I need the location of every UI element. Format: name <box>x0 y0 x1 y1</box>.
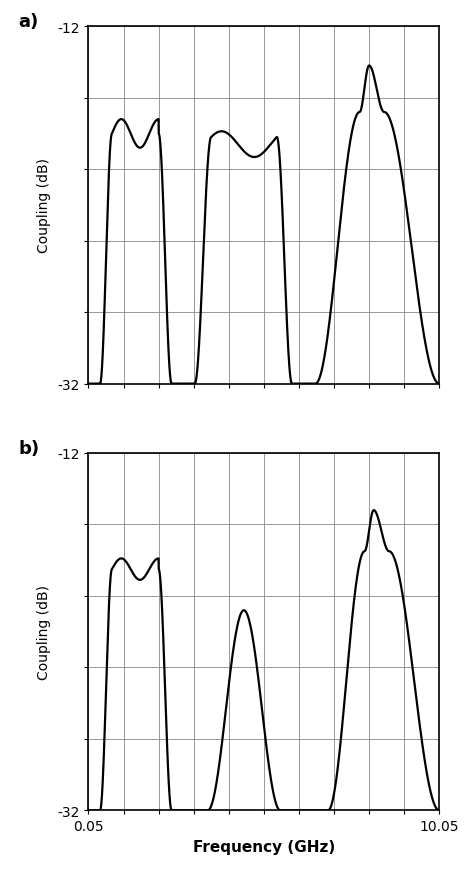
Y-axis label: Coupling (dB): Coupling (dB) <box>37 158 51 253</box>
Text: a): a) <box>18 13 38 30</box>
Text: b): b) <box>18 439 39 457</box>
X-axis label: Frequency (GHz): Frequency (GHz) <box>193 839 335 854</box>
Y-axis label: Coupling (dB): Coupling (dB) <box>37 585 51 680</box>
